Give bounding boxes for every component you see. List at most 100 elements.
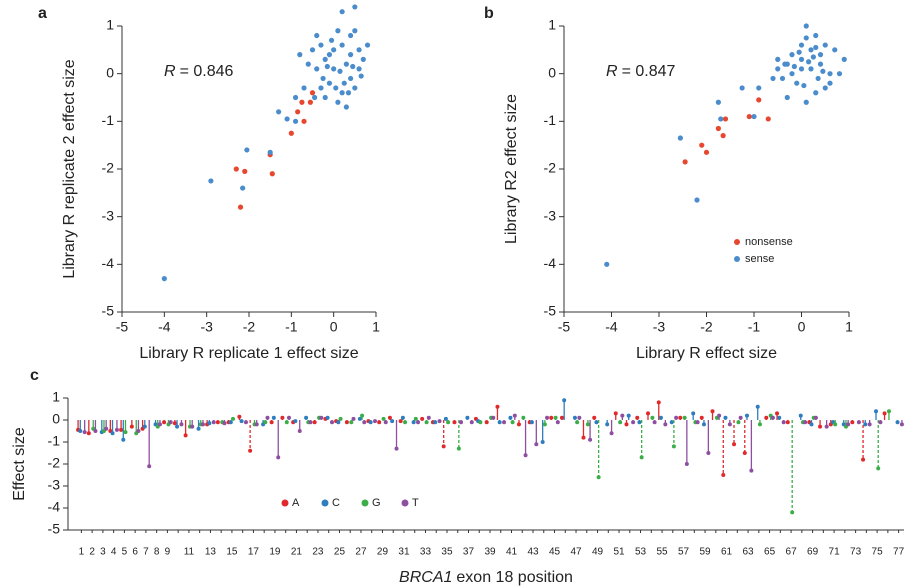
stem-head <box>757 422 762 427</box>
point <box>341 80 347 86</box>
y-axis-label: Library R2 effect size <box>503 94 520 244</box>
point <box>822 85 828 91</box>
panel-label: a <box>38 5 47 22</box>
stem-head <box>874 409 879 414</box>
stem-head <box>618 420 623 425</box>
x-tick-label: 55 <box>656 547 668 558</box>
stem-head <box>336 420 341 425</box>
point <box>242 168 248 174</box>
stem-head <box>416 420 421 425</box>
point <box>314 32 320 39</box>
x-tick-label: 67 <box>786 547 798 558</box>
stem-head <box>523 453 528 458</box>
panel-label: b <box>484 5 494 22</box>
stem-head <box>749 468 754 473</box>
stem-head <box>652 420 657 425</box>
legend-label: C <box>332 497 340 509</box>
stem-head <box>631 420 636 425</box>
stem-head <box>196 426 201 431</box>
stem-head <box>390 419 395 424</box>
point <box>832 47 838 53</box>
x-tick-label: 47 <box>570 547 582 558</box>
x-tick-label: 7 <box>143 547 149 558</box>
stem-head <box>534 442 539 447</box>
point <box>161 276 167 282</box>
point <box>284 116 290 122</box>
point <box>810 54 816 60</box>
stem-head <box>540 440 545 444</box>
point <box>292 94 299 101</box>
x-axis-label-text: exon 18 position <box>456 569 573 586</box>
y-tick-label: -3 <box>102 207 115 223</box>
stem-head <box>542 422 547 427</box>
point <box>784 94 790 101</box>
point <box>299 99 305 105</box>
point <box>288 130 294 136</box>
stem-head <box>437 419 442 424</box>
stem-head <box>207 421 212 426</box>
stem-head <box>585 422 590 427</box>
x-tick-label: 11 <box>184 547 195 558</box>
y-tick-label: -4 <box>102 255 115 271</box>
x-tick-label: -3 <box>200 319 213 335</box>
point <box>352 85 358 91</box>
stem-head <box>594 420 599 425</box>
x-tick-label: 3 <box>100 547 106 558</box>
stem-head <box>319 415 324 420</box>
stem-head <box>682 415 687 420</box>
point <box>339 9 345 15</box>
stem-head <box>613 411 618 416</box>
stem-head <box>878 420 883 425</box>
x-tick-label: 65 <box>764 547 776 558</box>
x-tick-label: 49 <box>592 547 604 558</box>
stem-head <box>813 415 818 420</box>
stem-head <box>443 416 448 421</box>
stem-head <box>575 420 580 425</box>
y-tick-label: 0 <box>548 64 556 80</box>
point <box>320 75 326 82</box>
x-tick-label: 27 <box>355 547 367 558</box>
stem-head <box>86 431 91 436</box>
stem-head <box>635 415 640 420</box>
y-tick-label: 1 <box>106 17 114 33</box>
point <box>820 68 826 74</box>
stem-head <box>119 427 124 432</box>
stem-head <box>344 420 349 425</box>
stem-head <box>142 424 147 429</box>
stem-head <box>674 415 679 420</box>
point <box>789 71 795 77</box>
x-tick-label: 8 <box>154 547 160 558</box>
legend-marker <box>734 239 740 245</box>
point <box>233 166 239 172</box>
stem-head <box>626 413 631 418</box>
point <box>339 90 345 96</box>
point <box>318 42 324 48</box>
stem-head <box>645 411 650 416</box>
stem-head <box>508 415 513 420</box>
stem-head <box>588 437 593 442</box>
y-axis-label: Effect size <box>11 427 28 501</box>
stem-head <box>147 464 152 469</box>
point <box>309 90 316 96</box>
stem-head <box>349 420 354 425</box>
point <box>789 52 795 58</box>
y-tick-label: 1 <box>52 389 60 405</box>
x-tick-label: 69 <box>807 547 819 558</box>
stem-head <box>387 415 392 420</box>
x-tick-label: 51 <box>613 547 625 558</box>
y-tick-label: -5 <box>544 303 557 319</box>
stem-head <box>833 422 838 427</box>
point <box>305 61 311 67</box>
stem-head <box>710 409 715 414</box>
point <box>343 61 349 67</box>
x-tick-label: -2 <box>243 319 256 335</box>
x-tick-label: 75 <box>872 547 884 558</box>
stem-head <box>465 415 470 420</box>
point <box>297 52 303 58</box>
y-tick-label: -3 <box>48 477 61 493</box>
stem-head <box>882 411 887 416</box>
stem-head <box>403 420 408 425</box>
point <box>796 49 802 55</box>
x-tick-label: 61 <box>721 547 733 558</box>
stem-head <box>824 424 829 429</box>
